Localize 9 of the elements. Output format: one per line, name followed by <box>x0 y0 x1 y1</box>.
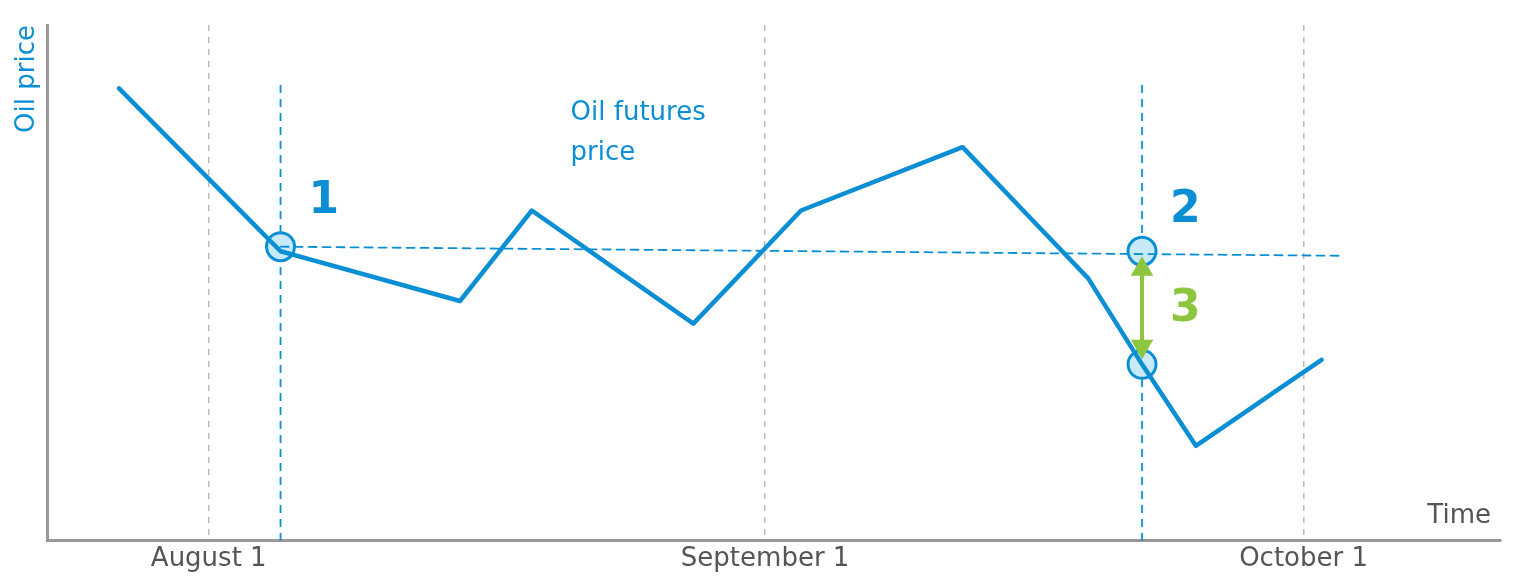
x-tick-label: October 1 <box>1239 542 1368 573</box>
annotation: 3 <box>1170 280 1201 332</box>
x-axis-title: Time <box>1426 498 1491 529</box>
x-tick-label: September 1 <box>680 542 850 573</box>
y-axis-title: Oil price <box>10 25 41 133</box>
annotation: 1 <box>308 171 340 223</box>
x-tick-label: August 1 <box>150 542 267 573</box>
annotation: 2 <box>1170 180 1201 232</box>
annotation: Oil futures price <box>570 95 706 166</box>
